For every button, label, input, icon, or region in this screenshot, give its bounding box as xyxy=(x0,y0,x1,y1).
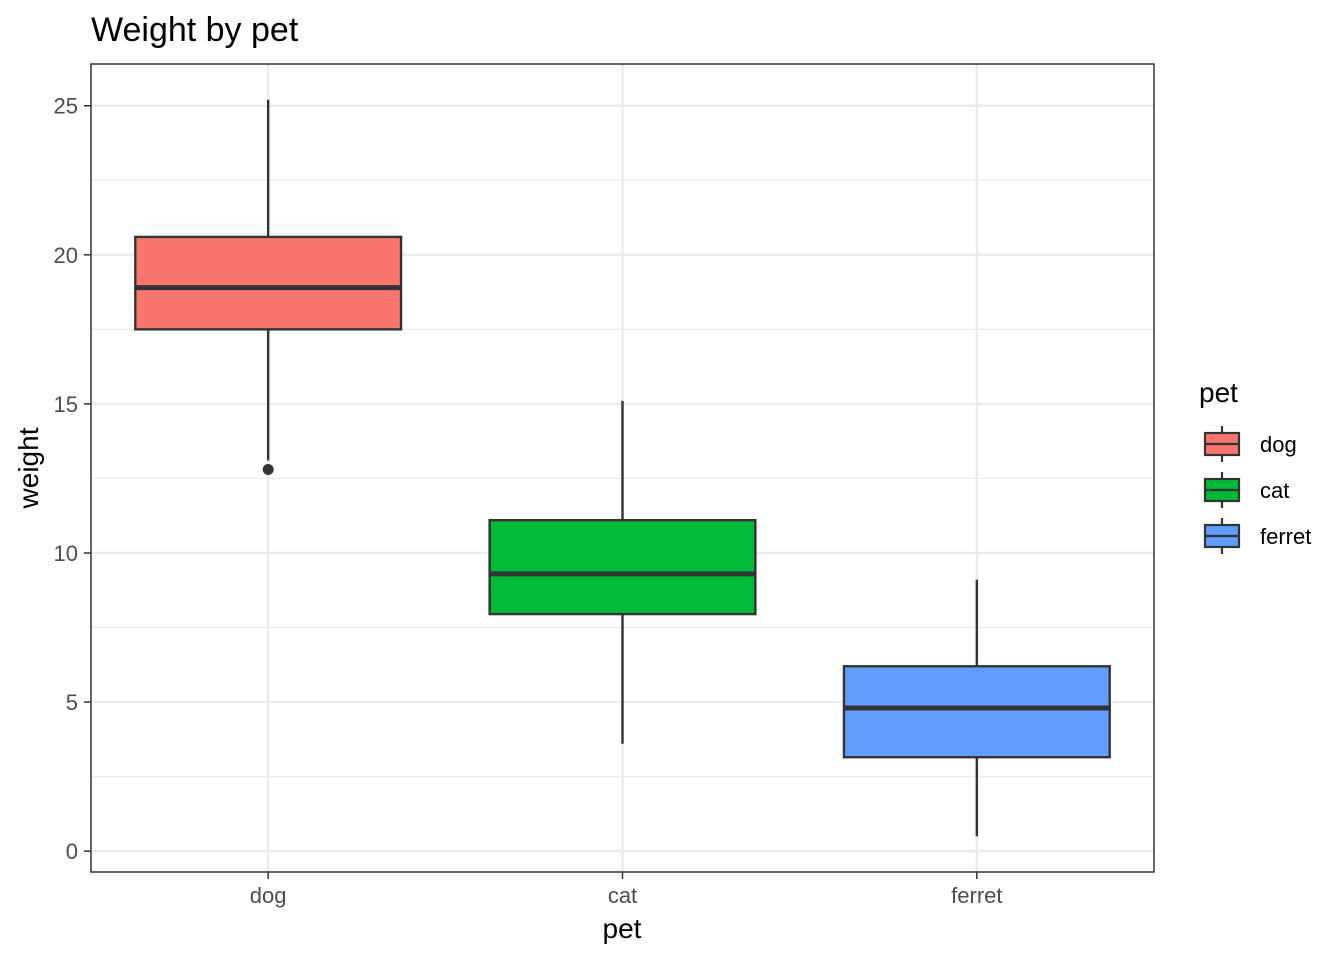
box-dog xyxy=(134,99,403,475)
y-tick-label: 20 xyxy=(54,243,78,268)
y-tick-label: 10 xyxy=(54,541,78,566)
box-ferret xyxy=(842,579,1111,837)
y-tick-label: 25 xyxy=(54,94,78,119)
x-axis: dog cat ferret xyxy=(250,872,1003,908)
legend-label: dog xyxy=(1260,432,1297,457)
box-body xyxy=(488,518,757,616)
box-cat xyxy=(488,400,757,744)
y-tick-label: 5 xyxy=(66,690,78,715)
box-body xyxy=(842,665,1111,759)
legend-title: pet xyxy=(1199,377,1238,408)
legend-item-cat: cat xyxy=(1203,472,1289,508)
legend: pet dog cat ferret xyxy=(1199,377,1311,554)
legend-label: ferret xyxy=(1260,524,1311,549)
chart-title: Weight by pet xyxy=(91,11,299,49)
outlier-point xyxy=(262,463,274,475)
y-axis: 0 5 10 15 20 25 xyxy=(54,94,91,864)
x-tick-label: ferret xyxy=(951,883,1002,908)
x-tick-label: dog xyxy=(250,883,287,908)
x-axis-title: pet xyxy=(603,913,642,944)
y-tick-label: 15 xyxy=(54,392,78,417)
box-body xyxy=(134,235,403,331)
legend-item-ferret: ferret xyxy=(1203,518,1311,554)
x-tick-label: cat xyxy=(608,883,637,908)
legend-item-dog: dog xyxy=(1203,426,1297,462)
legend-label: cat xyxy=(1260,478,1289,503)
y-axis-title: weight xyxy=(13,427,44,509)
boxes-layer xyxy=(134,99,1111,837)
y-tick-label: 0 xyxy=(66,839,78,864)
